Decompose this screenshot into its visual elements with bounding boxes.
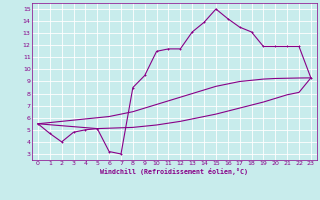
X-axis label: Windchill (Refroidissement éolien,°C): Windchill (Refroidissement éolien,°C) [100,168,248,175]
